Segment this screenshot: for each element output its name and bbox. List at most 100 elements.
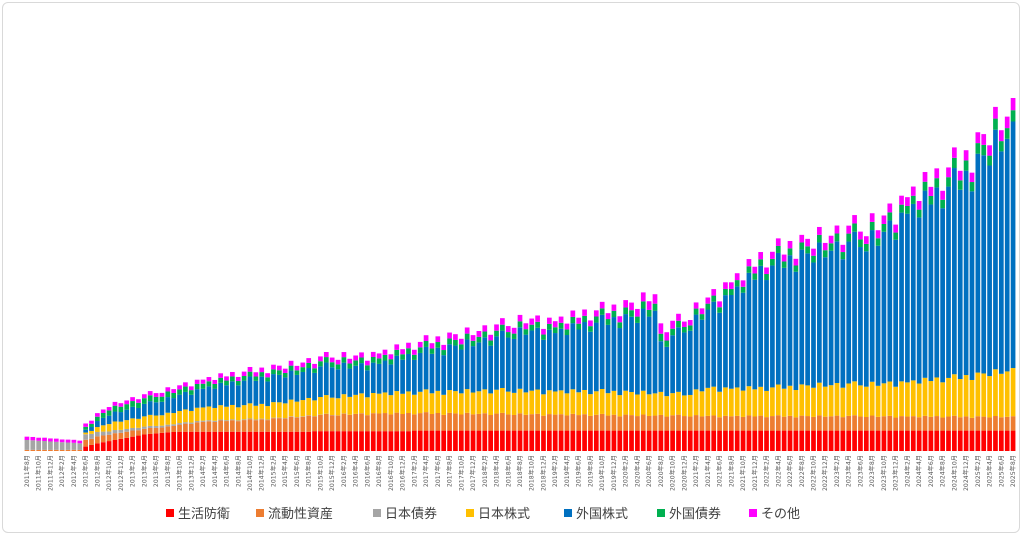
bar-segment <box>793 258 799 266</box>
bar-segment <box>840 244 846 253</box>
bar-segment <box>552 391 558 415</box>
bar-segment <box>646 309 652 317</box>
bar-segment <box>599 308 605 315</box>
bar-segment <box>183 409 188 423</box>
bar-segment <box>940 417 945 431</box>
bar-segment <box>770 265 775 388</box>
bar-segment <box>646 301 652 310</box>
bar-segment <box>969 417 975 431</box>
x-tick-label: 2021年4月 <box>704 455 712 487</box>
bar-segment <box>828 385 834 417</box>
bar-segment <box>1010 98 1016 111</box>
bar-segment <box>998 417 1004 431</box>
bar-segment <box>635 394 640 417</box>
bar-segment <box>846 233 852 242</box>
bar-segment <box>505 332 511 338</box>
bar-segment <box>194 407 200 422</box>
bar-segment <box>118 421 124 430</box>
bar-segment <box>817 382 822 416</box>
bar-segment <box>793 265 799 272</box>
bar-segment <box>212 421 218 432</box>
bar-segment <box>212 420 218 422</box>
bar-segment <box>500 318 505 325</box>
bar-segment <box>846 430 852 451</box>
bar-segment <box>969 430 975 451</box>
bar-segment <box>822 416 828 431</box>
legend-label: 日本債券 <box>385 506 437 522</box>
bar-segment <box>83 432 88 435</box>
bar-segment <box>89 438 94 445</box>
bar-segment <box>494 324 499 331</box>
bar-segment <box>494 430 499 451</box>
bar-segment <box>365 415 370 432</box>
bar-segment <box>447 332 452 339</box>
bar-segment <box>24 436 30 440</box>
bar-segment <box>417 430 423 451</box>
bar-segment <box>141 428 147 435</box>
bar-segment <box>611 414 617 431</box>
bar-segment <box>130 430 135 437</box>
bar-segment <box>517 314 523 322</box>
bar-segment <box>593 316 599 323</box>
bar-segment <box>42 437 47 442</box>
bar-segment <box>858 430 863 451</box>
bar-segment <box>770 416 775 431</box>
bar-segment <box>265 381 270 407</box>
bar-segment <box>177 423 182 425</box>
bar-segment <box>811 430 816 451</box>
bar-segment <box>406 431 411 451</box>
x-tick-label: 2014年6月 <box>223 455 231 487</box>
x-tick-label: 2017年12月 <box>469 455 477 491</box>
bar-segment <box>963 430 969 451</box>
bar-segment <box>124 409 130 421</box>
bar-segment <box>541 430 546 451</box>
legend-label: 流動性資産 <box>268 506 333 522</box>
bar-segment <box>488 430 493 451</box>
bar-segment <box>963 170 969 376</box>
bar-segment <box>611 390 617 415</box>
bar-segment <box>928 381 934 417</box>
bar-segment <box>441 414 447 431</box>
bar-segment <box>359 357 364 364</box>
bar-segment <box>605 430 611 451</box>
bar-segment <box>171 389 177 393</box>
bar-segment <box>705 303 711 310</box>
bar-segment <box>177 394 182 411</box>
bar-segment <box>693 430 699 451</box>
bar-segment <box>846 415 852 431</box>
bar-segment <box>89 420 94 424</box>
bar-segment <box>482 337 488 390</box>
bar-segment <box>998 430 1004 451</box>
bar-segment <box>547 430 552 451</box>
bar-segment <box>858 231 863 240</box>
bar-segment <box>605 313 611 320</box>
bar-segment <box>42 441 47 450</box>
legend-swatch <box>749 509 757 517</box>
bar-segment <box>276 402 282 418</box>
bar-segment <box>241 420 247 432</box>
bar-segment <box>758 386 764 416</box>
bar-segment <box>194 383 200 390</box>
bar-segment <box>188 386 194 391</box>
bar-segment <box>406 348 411 354</box>
bar-segment <box>635 316 640 323</box>
bar-segment <box>576 430 582 451</box>
bar-segment <box>53 438 59 442</box>
bar-segment <box>511 430 517 451</box>
bar-segment <box>922 377 928 416</box>
bar-segment <box>852 415 857 431</box>
bar-segment <box>294 374 300 402</box>
bar-segment <box>1004 371 1010 417</box>
bar-segment <box>365 365 370 371</box>
bar-segment <box>811 387 816 417</box>
bar-segment <box>329 367 335 398</box>
bar-segment <box>905 430 910 451</box>
bar-segment <box>224 406 229 421</box>
bar-segment <box>230 404 235 420</box>
bar-segment <box>828 243 834 251</box>
bar-segment <box>899 381 904 417</box>
bar-segment <box>676 313 681 321</box>
bar-segment <box>212 431 218 451</box>
bar-segment <box>822 250 828 258</box>
bar-segment <box>787 385 793 416</box>
